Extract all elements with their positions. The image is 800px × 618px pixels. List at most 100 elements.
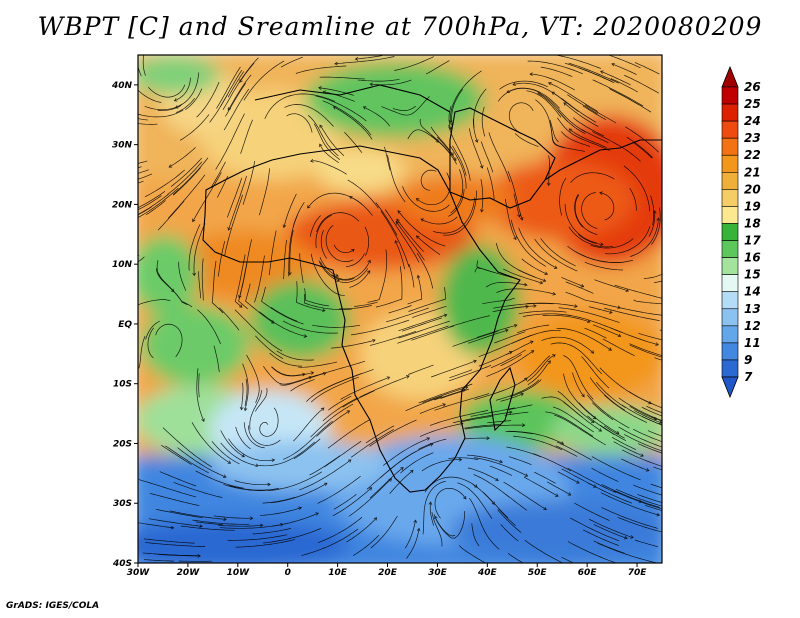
streamline [617,516,662,533]
streamline [345,253,365,267]
streamline [574,194,598,235]
streamline-arrow [593,484,597,488]
streamline-arrow [529,340,534,344]
streamline [588,306,613,314]
streamline [400,452,434,474]
streamline [548,82,598,112]
streamline [497,509,522,533]
streamline-arrow [397,210,401,214]
colorbar-label: 26 [744,80,761,94]
streamline-arrow [192,218,196,223]
streamline [564,203,597,244]
colorbar-label: 16 [744,251,761,265]
streamline-arrow [530,350,535,354]
streamline [614,284,662,299]
coastlines [202,84,662,493]
streamline [196,81,220,118]
lat-tick-label: 30N [112,141,133,151]
streamline [245,283,275,324]
streamline-arrow [351,248,355,253]
streamline [138,195,162,211]
streamline [476,324,517,338]
streamline [276,350,314,361]
streamline-arrow [324,482,328,486]
streamline [569,128,607,148]
streamline-arrow [336,278,341,282]
streamline [327,419,371,449]
streamline [167,174,206,219]
streamline [149,492,200,507]
streamline [421,459,462,472]
colorbar-swatch [721,189,739,207]
streamline [613,490,642,503]
streamline-arrow [552,354,556,358]
streamline [604,394,648,423]
streamline [398,320,451,339]
streamline [434,389,466,401]
streamline-arrow [270,320,275,324]
streamline [234,254,246,308]
streamline [138,166,142,169]
streamline-arrow [609,310,613,314]
streamline [339,268,369,283]
streamline-arrow [576,480,580,484]
streamline [518,227,558,269]
streamline [201,258,204,301]
streamline [518,310,567,315]
streamline [293,407,325,442]
streamline [382,437,430,466]
streamline [592,402,614,421]
colorbar: 26 25 24 23 22 21 20 19 18 17 16 15 14 13 12 11 9 7 [721,65,761,399]
streamline-arrow [517,214,521,218]
streamline-arrow [505,328,509,333]
streamline [488,132,511,183]
streamline-arrow [672,359,675,362]
streamline [558,307,620,323]
streamline-arrow [241,453,245,458]
streamline [138,479,197,498]
streamline [419,403,446,414]
streamline-arrow [388,478,392,482]
streamline [147,327,154,359]
streamline-arrow [410,469,414,474]
streamline [489,465,513,476]
streamline [552,406,594,433]
streamline-arrow [448,126,452,131]
streamline [640,501,662,510]
streamline [138,160,148,164]
streamline-arrow [663,314,666,317]
streamline [557,471,580,484]
streamline [316,410,350,437]
streamline [375,202,398,236]
streamline-arrow [542,278,547,283]
streamline [333,106,373,140]
streamline [310,160,347,175]
streamline [319,124,345,156]
streamline-arrow [173,98,178,102]
streamline [220,430,245,458]
streamline [513,435,563,451]
chart-title: WBPT [C] and Sreamline at 700hPa, VT: 20… [37,12,763,41]
streamline [452,145,467,176]
streamline [259,311,307,337]
streamline [268,471,322,491]
streamline-arrow [664,505,667,508]
streamline-arrow [367,259,371,264]
streamline [572,372,585,398]
streamline [319,76,365,80]
streamline-arrow [429,443,434,447]
streamline [653,466,662,471]
streamline [633,142,653,159]
colorbar-label: 24 [744,114,761,128]
streamline [227,534,288,541]
streamline [487,420,512,424]
streamline-arrow [271,458,276,463]
colorbar-swatch [721,120,739,139]
streamline [480,179,484,213]
streamline [507,553,524,563]
streamline [290,379,315,392]
streamline [404,520,417,549]
streamline-arrow [664,297,667,300]
streamline [584,261,623,271]
streamline [148,518,203,527]
